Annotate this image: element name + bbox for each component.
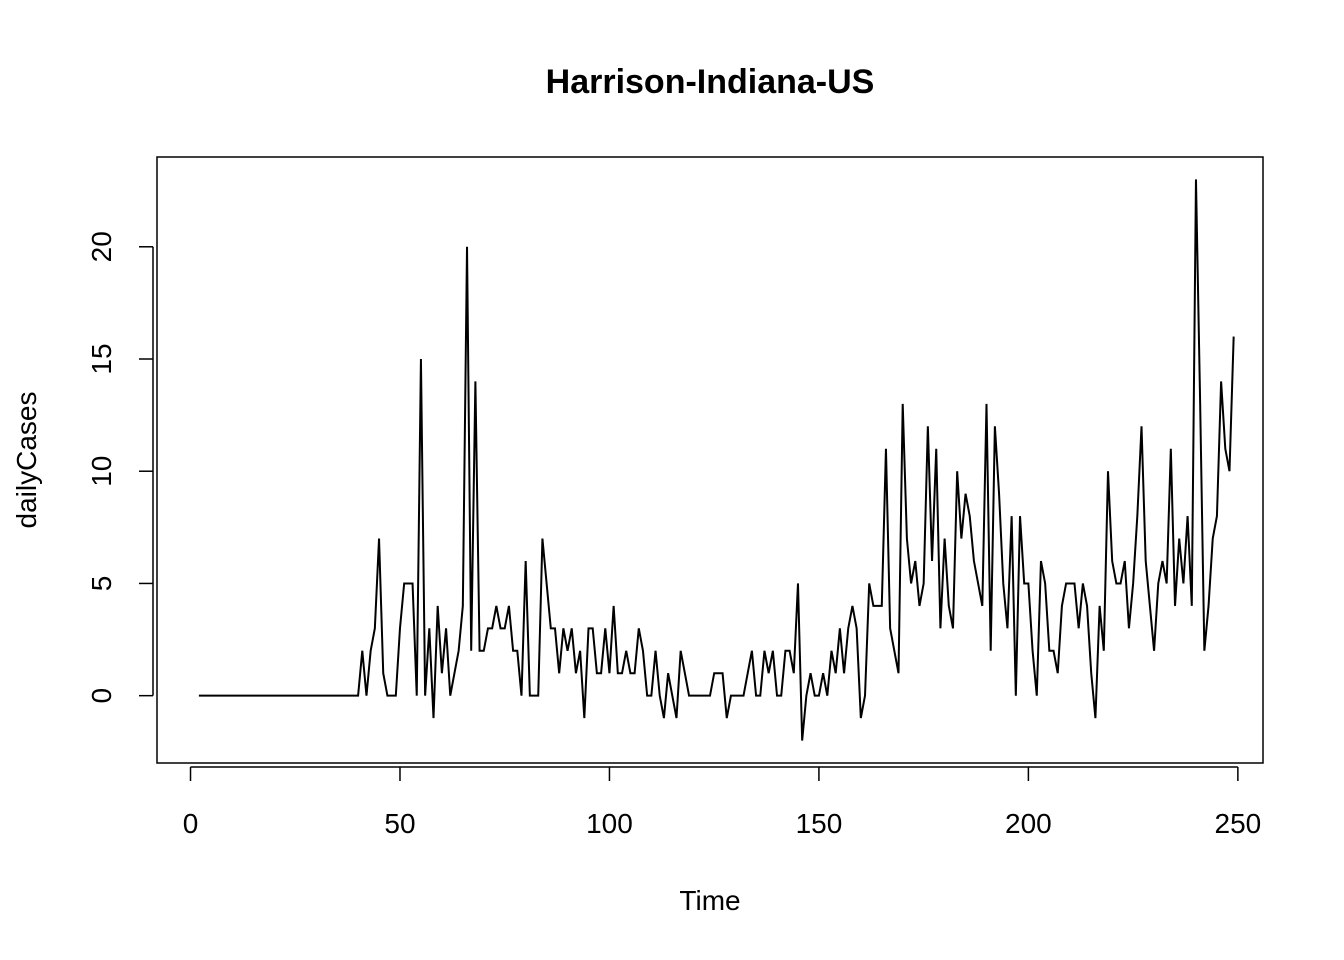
- x-tick-label: 250: [1215, 808, 1262, 839]
- series-line: [198, 179, 1235, 741]
- y-tick-label: 0: [86, 688, 117, 704]
- y-axis: 0 5 10 15 20: [86, 231, 154, 704]
- series-group: [198, 179, 1235, 741]
- x-tick-label: 0: [183, 808, 199, 839]
- x-tick-label: 100: [586, 808, 633, 839]
- x-axis: 0 50 100 150 200 250: [183, 766, 1262, 839]
- y-tick-label: 15: [86, 343, 117, 374]
- y-tick-label: 20: [86, 231, 117, 262]
- x-axis-label: Time: [679, 885, 740, 916]
- plot-frame: [156, 156, 1264, 764]
- x-tick-label: 200: [1005, 808, 1052, 839]
- y-axis-label: dailyCases: [11, 392, 42, 529]
- x-tick-label: 50: [384, 808, 415, 839]
- x-tick-label: 150: [796, 808, 843, 839]
- y-tick-label: 5: [86, 576, 117, 592]
- y-tick-label: 10: [86, 456, 117, 487]
- chart-title: Harrison-Indiana-US: [546, 63, 875, 101]
